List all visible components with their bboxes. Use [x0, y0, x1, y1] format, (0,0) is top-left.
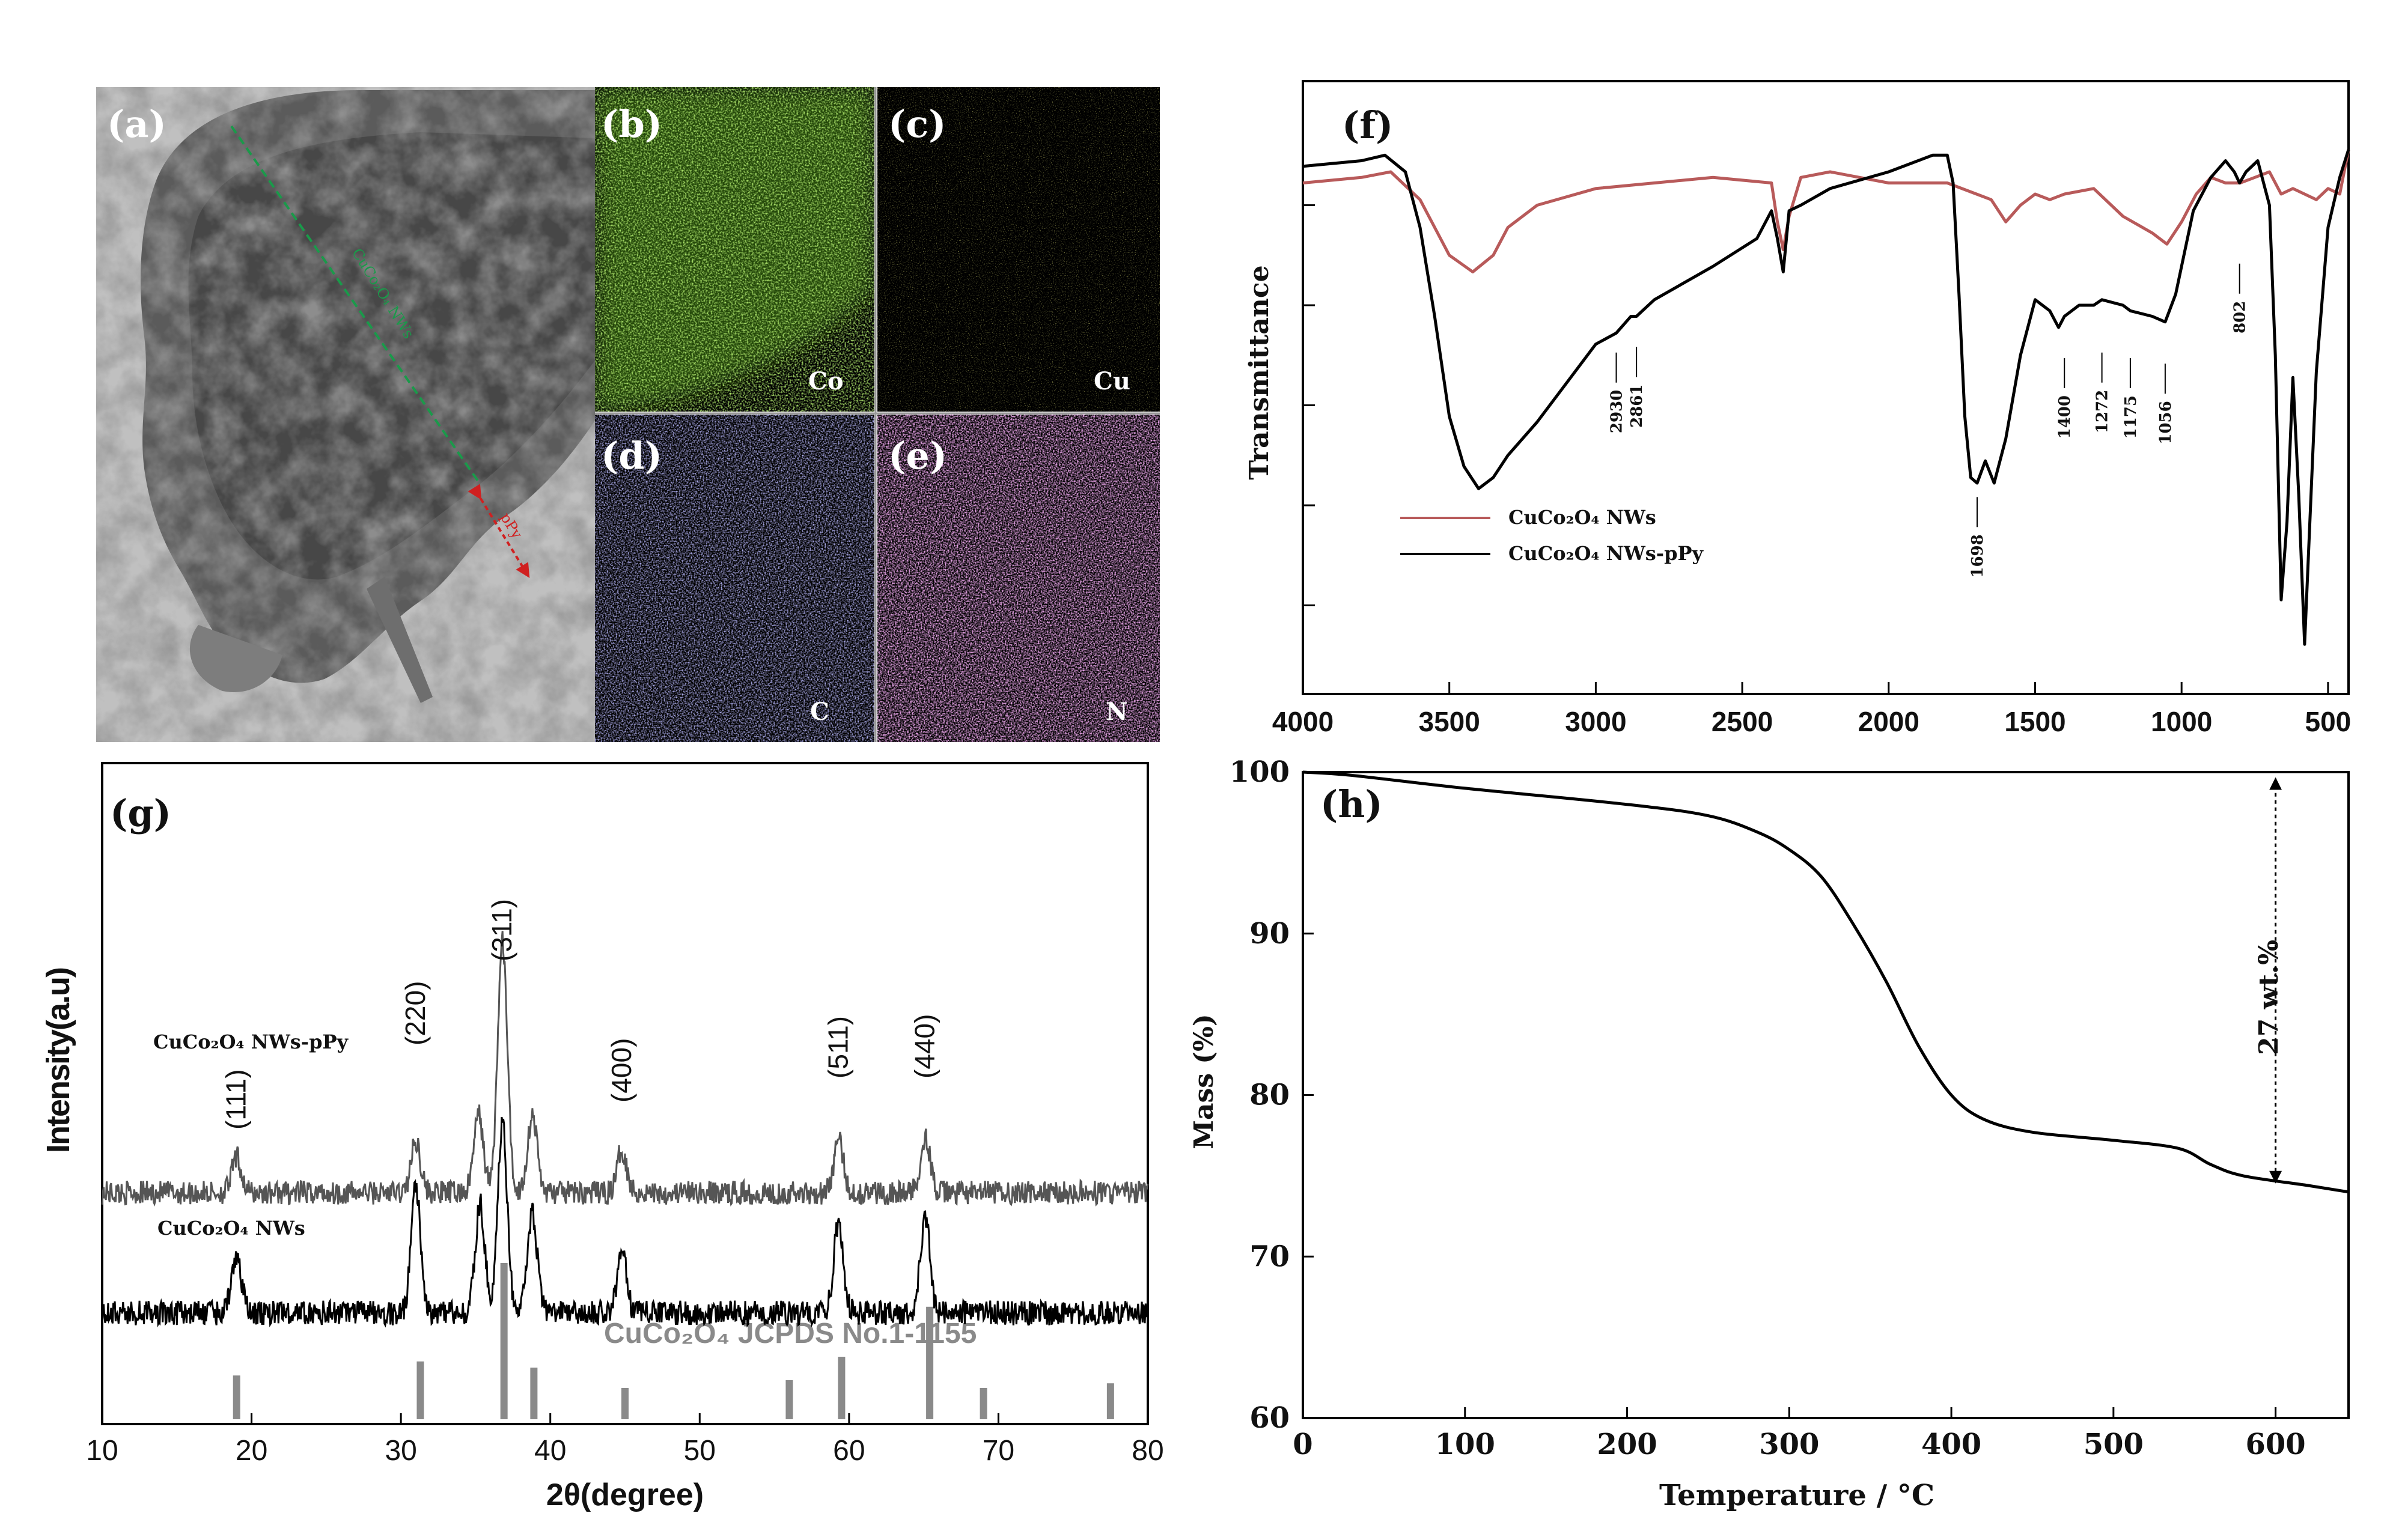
g-x-tick-label-60: 60: [833, 1435, 865, 1467]
ppy-arrow: [468, 484, 530, 579]
map-element-co: Co: [808, 367, 844, 395]
f-legend-label-0: CuCo₂O₄ NWs: [1508, 506, 1656, 529]
h-x-tick-label-300: 300: [1759, 1428, 1819, 1461]
f-series-line-0: [1302, 149, 2350, 273]
map-element-cu: Cu: [1094, 367, 1130, 395]
g-reference-stick-8: [980, 1388, 987, 1419]
frame-f: [1302, 80, 2350, 695]
h-y-axis-label: Mass (%): [1189, 1014, 1219, 1149]
g-x-tick-label-40: 40: [534, 1435, 566, 1467]
g-reference-stick-0: [233, 1375, 240, 1419]
f-annotation-label-1400: 1400: [2056, 395, 2074, 439]
g-peak-label-1: (220): [400, 981, 431, 1045]
map-element-n: N: [1106, 698, 1128, 726]
f-y-axis-label: Transmittance: [1244, 265, 1275, 479]
panel-g-xrd-chart: (g) Intensity(a.u) 2θ(degree) CuCo₂O₄ NW…: [40, 762, 1164, 1512]
f-annotation-label-1175: 1175: [2122, 395, 2140, 439]
g-y-axis-label: Intensity(a.u): [40, 968, 76, 1153]
h-x-axis-label: Temperature / °C: [1659, 1479, 1934, 1512]
g-reference-label: CuCo₂O₄ JCPDS No.1-1155: [604, 1318, 977, 1350]
f-legend-label-1: CuCo₂O₄ NWs-pPy: [1508, 542, 1704, 565]
f-annotation-label-1272: 1272: [2094, 390, 2112, 433]
g-x-tick-label-50: 50: [684, 1435, 716, 1467]
panel-c-label: (c): [888, 102, 946, 146]
g-peak-label-4: (511): [822, 1016, 853, 1079]
h-y-tick-label-80: 80: [1249, 1079, 1290, 1112]
h-x-tick-label-600: 600: [2246, 1428, 2306, 1461]
h-y-tick-label-90: 90: [1249, 917, 1290, 951]
panel-c-map-cu: (c) Cu: [877, 87, 1160, 412]
f-annotation-label-2930: 2930: [1608, 390, 1626, 433]
panel-a-label: (a): [107, 102, 166, 146]
map-element-c: C: [810, 698, 829, 726]
panel-d-map-c: (d) C: [595, 415, 874, 742]
h-x-tick-label-400: 400: [1921, 1428, 1981, 1461]
f-x-tick-label-4000: 4000: [1272, 706, 1334, 737]
panel-g-label: (g): [110, 791, 171, 835]
frame-g: [101, 762, 1149, 1425]
panel-b-label: (b): [601, 102, 662, 146]
f-legend: CuCo₂O₄ NWs CuCo₂O₄ NWs-pPy: [1400, 506, 1704, 565]
panel-f-label: (f): [1342, 103, 1393, 147]
g-reference-stick-4: [621, 1388, 629, 1419]
h-series-line-0: [1302, 770, 2349, 1194]
f-annotation-label-802: 802: [2231, 301, 2249, 333]
f-annotation-label-1698: 1698: [1969, 534, 1987, 577]
panel-h-label: (h): [1320, 782, 1383, 826]
g-peak-label-3: (400): [606, 1038, 637, 1103]
panel-a-tem-image: [96, 87, 595, 742]
f-x-tick-label-2500: 2500: [1712, 706, 1773, 737]
f-annotation-label-1056: 1056: [2157, 401, 2175, 444]
g-peak-label-0: (111): [221, 1069, 252, 1130]
h-x-tick-label-100: 100: [1435, 1428, 1495, 1461]
h-annotation-27wt: 27 wt.%: [2254, 940, 2284, 1055]
line-scan: [230, 125, 479, 482]
g-series-line-0: [101, 931, 1149, 1207]
g-reference-stick-7: [926, 1306, 934, 1419]
g-reference-stick-5: [785, 1380, 793, 1419]
g-peak-label-2: (311): [486, 899, 517, 961]
g-x-tick-label-20: 20: [236, 1435, 267, 1467]
g-peak-label-5: (440): [909, 1014, 940, 1079]
g-x-tick-label-70: 70: [983, 1435, 1014, 1467]
g-x-tick-label-10: 10: [86, 1435, 118, 1467]
g-x-tick-label-30: 30: [385, 1435, 416, 1467]
panel-d-label: (d): [601, 434, 662, 478]
g-reference-stick-6: [838, 1357, 846, 1419]
h-y-tick-label-60: 60: [1249, 1401, 1290, 1435]
panel-e-map-n: (e) N: [877, 415, 1160, 742]
g-series-line-1: [101, 1116, 1149, 1328]
g-reference-stick-3: [530, 1368, 538, 1419]
g-x-axis-label: 2θ(degree): [546, 1478, 704, 1512]
f-x-tick-label-3500: 3500: [1419, 706, 1480, 737]
g-reference-stick-1: [416, 1361, 424, 1419]
g-x-tick-label-80: 80: [1132, 1435, 1163, 1467]
panel-b-map-co: (b) Co: [595, 87, 874, 412]
h-x-tick-label-200: 200: [1597, 1428, 1657, 1461]
h-y-tick-label-100: 100: [1230, 755, 1290, 789]
g-reference-stick-9: [1106, 1383, 1114, 1419]
f-annotation-label-2861: 2861: [1628, 385, 1646, 428]
h-x-tick-label-0: 0: [1293, 1428, 1312, 1461]
h-y-tick-label-70: 70: [1249, 1240, 1290, 1273]
panel-h-tga-chart: (h) Mass (%) Temperature / °C 27 wt.% 0 1…: [1189, 755, 2350, 1512]
frame-h: [1302, 771, 2350, 1419]
g-series-label-0: CuCo₂O₄ NWs-pPy: [153, 1030, 349, 1053]
f-x-tick-label-1000: 1000: [2151, 706, 2212, 737]
f-x-tick-label-1500: 1500: [2004, 706, 2065, 737]
panel-f-ftir-chart: (f) Transmittance CuCo₂O₄ NWs CuCo₂O₄ NW…: [1244, 80, 2352, 737]
h-x-tick-label-500: 500: [2084, 1428, 2144, 1461]
g-reference-stick-2: [500, 1263, 508, 1419]
f-series-line-1: [1302, 149, 2350, 646]
g-series-label-1: CuCo₂O₄ NWs: [157, 1217, 305, 1240]
panel-e-label: (e): [888, 434, 947, 478]
f-x-tick-label-2000: 2000: [1858, 706, 1919, 737]
f-x-tick-label-500: 500: [2305, 706, 2352, 737]
f-x-tick-label-3000: 3000: [1565, 706, 1626, 737]
